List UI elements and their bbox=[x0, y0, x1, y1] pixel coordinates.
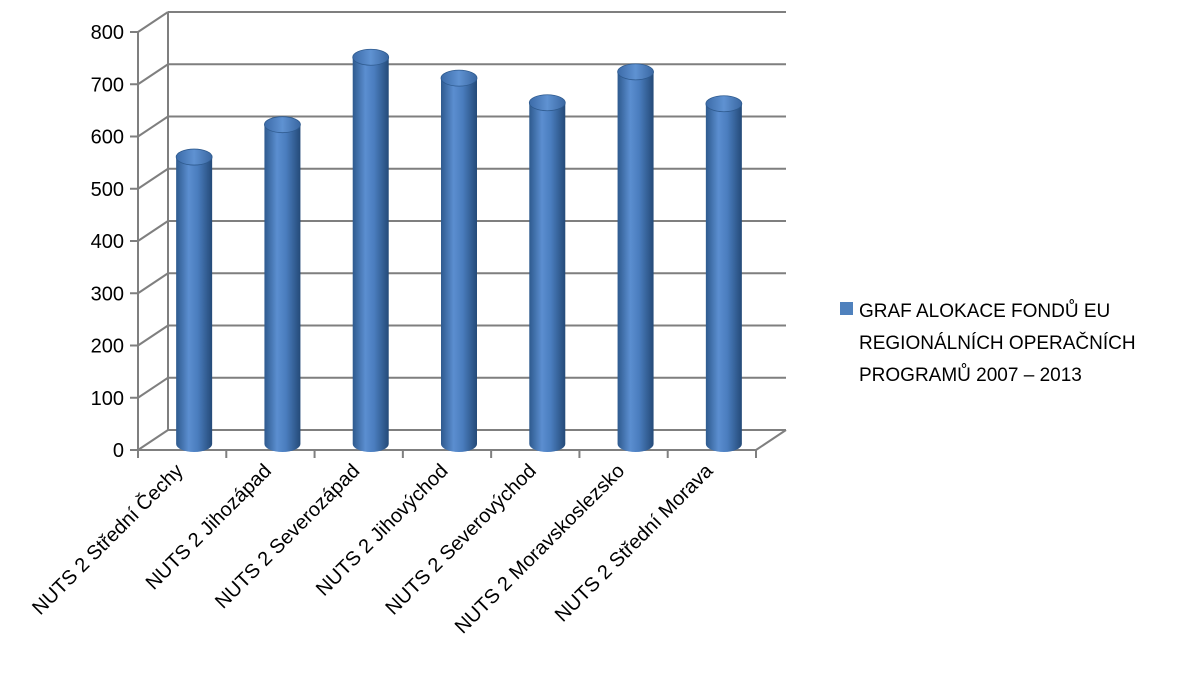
legend-label-line-1: GRAF ALOKACE FONDŮ EU bbox=[859, 301, 1111, 322]
y-tick-label: 0 bbox=[113, 440, 124, 462]
axes bbox=[130, 12, 787, 458]
legend-label-line-2: REGIONÁLNÍCH OPERAČNÍCH bbox=[859, 333, 1136, 354]
bar-cap bbox=[705, 95, 743, 113]
bar-6 bbox=[617, 63, 654, 452]
y-tick-label: 100 bbox=[91, 388, 124, 410]
bar-body bbox=[705, 103, 742, 452]
x-category-label: NUTS 2 Moravskoslezsko bbox=[451, 460, 629, 638]
gridline-side bbox=[137, 63, 169, 86]
gridline-side bbox=[137, 167, 169, 190]
bar-cap bbox=[352, 48, 390, 66]
y-tick-label: 700 bbox=[91, 74, 124, 96]
bar-3 bbox=[352, 48, 390, 452]
y-tick-label: 300 bbox=[91, 283, 124, 305]
y-tick-label: 500 bbox=[91, 179, 124, 201]
floor-right-edge bbox=[755, 429, 787, 451]
legend: GRAF ALOKACE FONDŮ EU REGIONÁLNÍCH OPERA… bbox=[840, 296, 1190, 392]
bars bbox=[175, 48, 743, 452]
bar-4 bbox=[440, 69, 478, 452]
y-tick-label: 200 bbox=[91, 336, 124, 358]
y-tick-label: 600 bbox=[91, 127, 124, 149]
gridline-side bbox=[137, 272, 169, 295]
bar-body bbox=[176, 157, 213, 452]
gridline-side bbox=[137, 324, 169, 347]
gridline-side bbox=[137, 11, 169, 33]
bar-body bbox=[529, 102, 566, 452]
gridline-side bbox=[137, 429, 169, 451]
bar-7 bbox=[705, 95, 743, 452]
bar-5 bbox=[528, 94, 566, 452]
bar-body bbox=[441, 78, 477, 452]
bar-cap bbox=[617, 63, 654, 81]
bar-body bbox=[264, 124, 301, 452]
y-tick-label: 800 bbox=[91, 22, 124, 44]
y-tick-label: 400 bbox=[91, 231, 124, 253]
legend-label-line-3: PROGRAMŮ 2007 – 2013 bbox=[859, 365, 1082, 386]
x-category-label: NUTS 2 Střední Čechy bbox=[28, 459, 188, 619]
x-category-label: NUTS 2 Střední Morava bbox=[551, 459, 718, 626]
bar-1 bbox=[175, 148, 213, 452]
bar-cap bbox=[264, 116, 301, 134]
bar-2 bbox=[264, 116, 301, 452]
bar-cap bbox=[175, 148, 213, 166]
bar-body bbox=[352, 57, 389, 452]
x-category-label: NUTS 2 Severozápad bbox=[211, 460, 364, 613]
gridline-side bbox=[137, 115, 169, 138]
bar-cap bbox=[440, 69, 478, 87]
x-category-label: NUTS 2 Severovýchod bbox=[381, 460, 540, 619]
legend-label: GRAF ALOKACE FONDŮ EU REGIONÁLNÍCH OPERA… bbox=[859, 296, 1189, 392]
gridline-side bbox=[137, 376, 169, 399]
bar-body bbox=[617, 71, 654, 452]
bar-cap bbox=[528, 94, 566, 112]
y-axis-tick-labels: 0 100 200 300 400 500 600 700 800 bbox=[91, 22, 124, 462]
gridline-side bbox=[137, 220, 169, 242]
legend-swatch bbox=[840, 302, 853, 315]
